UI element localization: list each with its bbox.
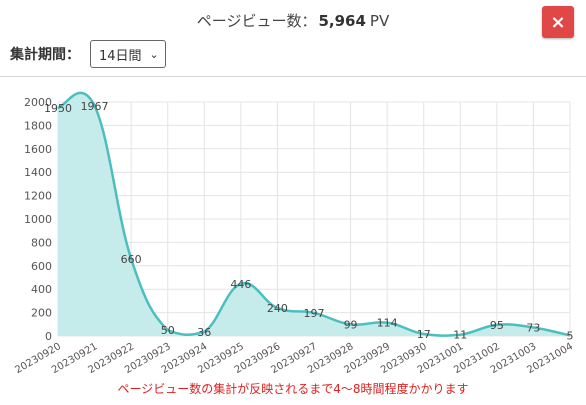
data-label: 1967 xyxy=(81,100,109,113)
period-select[interactable]: 14日間 ⌄ xyxy=(90,40,166,68)
page-view-title: ページビュー数： 5,964 PV xyxy=(0,10,586,31)
period-label: 集計期間： xyxy=(10,47,80,63)
y-tick-label: 0 xyxy=(45,330,52,343)
data-label: 446 xyxy=(230,278,251,291)
y-tick-label: 1400 xyxy=(24,166,52,179)
y-tick-label: 1200 xyxy=(24,190,52,203)
period-row: 集計期間： 14日間 ⌄ xyxy=(10,40,166,68)
y-tick-label: 400 xyxy=(31,283,52,296)
y-tick-label: 1800 xyxy=(24,119,52,132)
y-tick-label: 1600 xyxy=(24,143,52,156)
data-label: 50 xyxy=(161,324,175,337)
data-label: 1950 xyxy=(44,102,72,115)
page-view-chart: 0 200 400 600 800 1000 1200 1400 1600 1800 2000195… xyxy=(13,91,575,373)
divider xyxy=(0,76,586,77)
data-label: 114 xyxy=(377,317,398,330)
y-tick-label: 1000 xyxy=(24,213,52,226)
series-line xyxy=(57,91,571,337)
total-page-views: 5,964 xyxy=(318,12,366,30)
data-label: 11 xyxy=(453,329,467,342)
footer-note: ページビュー数の集計が反映されるまで4～8時間程度かかります xyxy=(117,382,469,396)
data-label: 5 xyxy=(567,329,574,342)
title-label: ページビュー数： xyxy=(196,12,317,30)
chevron-down-icon: ⌄ xyxy=(149,47,159,61)
y-tick-label: 600 xyxy=(31,260,52,273)
y-tick-label: 200 xyxy=(31,307,52,320)
data-label: 99 xyxy=(344,318,358,331)
close-icon: × xyxy=(550,11,566,33)
data-label: 95 xyxy=(490,319,504,332)
area-fill xyxy=(58,92,570,336)
data-label: 17 xyxy=(417,328,431,341)
data-label: 240 xyxy=(267,302,288,315)
data-label: 197 xyxy=(304,307,325,320)
y-tick-label: 800 xyxy=(31,236,52,249)
data-label: 73 xyxy=(526,321,540,334)
data-label: 660 xyxy=(121,253,142,266)
period-selected-value: 14日間 xyxy=(99,48,142,64)
data-label: 36 xyxy=(197,326,211,339)
y-tick-label: 2000 xyxy=(24,96,52,109)
pv-unit: PV xyxy=(369,12,390,30)
close-button[interactable]: × xyxy=(542,6,574,38)
